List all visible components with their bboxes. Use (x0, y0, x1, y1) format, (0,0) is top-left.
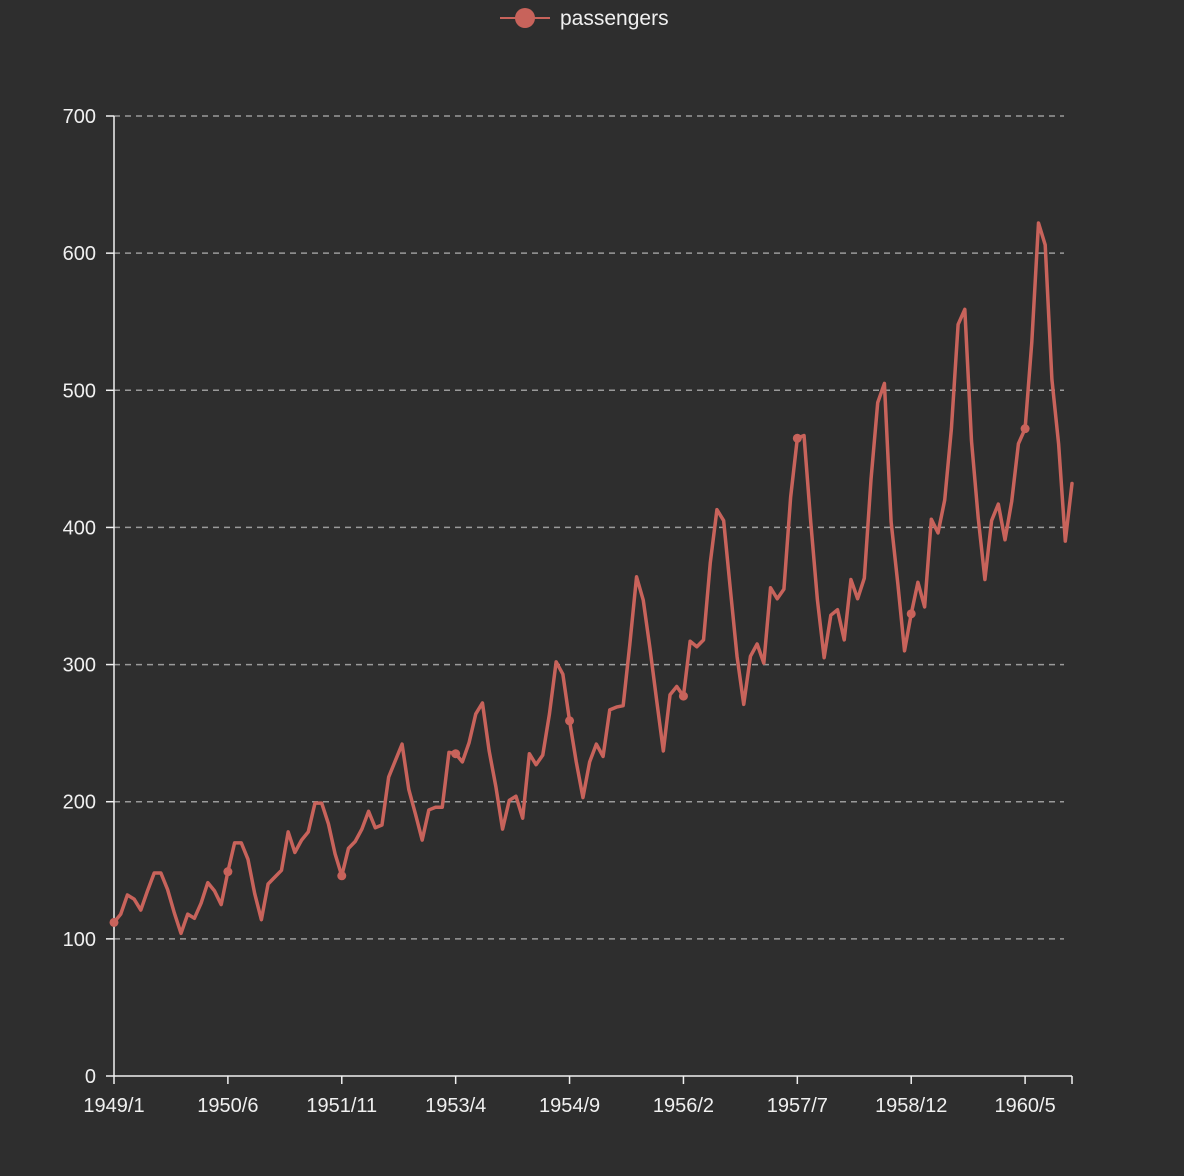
x-tick-label: 1958/12 (875, 1095, 947, 1117)
data-point[interactable] (109, 917, 119, 927)
x-tick-label: 1956/2 (653, 1095, 714, 1117)
y-tick-label: 700 (63, 106, 96, 128)
x-tick-label: 1951/11 (306, 1095, 377, 1117)
x-tick-label: 1957/7 (767, 1095, 828, 1117)
y-axis-ticks: 0 100 200 300 400 500 600 700 (63, 106, 114, 1088)
data-point[interactable] (1020, 424, 1030, 434)
x-tick-label: 1953/4 (425, 1095, 486, 1117)
y-tick-label: 100 (63, 929, 96, 951)
series-line-passengers (112, 221, 1074, 936)
x-tick-label: 1950/6 (197, 1095, 258, 1117)
data-point[interactable] (906, 609, 916, 619)
data-point[interactable] (451, 749, 461, 759)
x-tick-label: 1960/5 (995, 1095, 1056, 1117)
data-point[interactable] (678, 691, 688, 701)
data-point[interactable] (565, 716, 575, 726)
legend-label[interactable]: passengers (560, 7, 669, 30)
axes (113, 116, 1072, 1077)
data-point[interactable] (337, 871, 347, 881)
y-tick-label: 300 (63, 655, 96, 677)
data-point[interactable] (792, 433, 802, 443)
y-tick-label: 200 (63, 792, 96, 814)
y-tick-label: 500 (63, 380, 96, 402)
data-point[interactable] (223, 867, 233, 877)
y-tick-label: 400 (63, 517, 96, 539)
y-tick-label: 600 (63, 243, 96, 265)
series-passengers (109, 221, 1074, 936)
y-tick-label: 0 (85, 1066, 96, 1088)
x-axis-ticks: 1949/1 1950/6 1951/11 1953/4 1954/9 1956/2 195… (83, 1076, 1073, 1117)
y-grid-lines (114, 115, 1064, 940)
x-tick-label: 1949/1 (83, 1095, 144, 1117)
legend[interactable]: passengers (500, 7, 669, 30)
legend-marker-icon (515, 8, 535, 28)
x-tick-label: 1954/9 (539, 1095, 600, 1117)
